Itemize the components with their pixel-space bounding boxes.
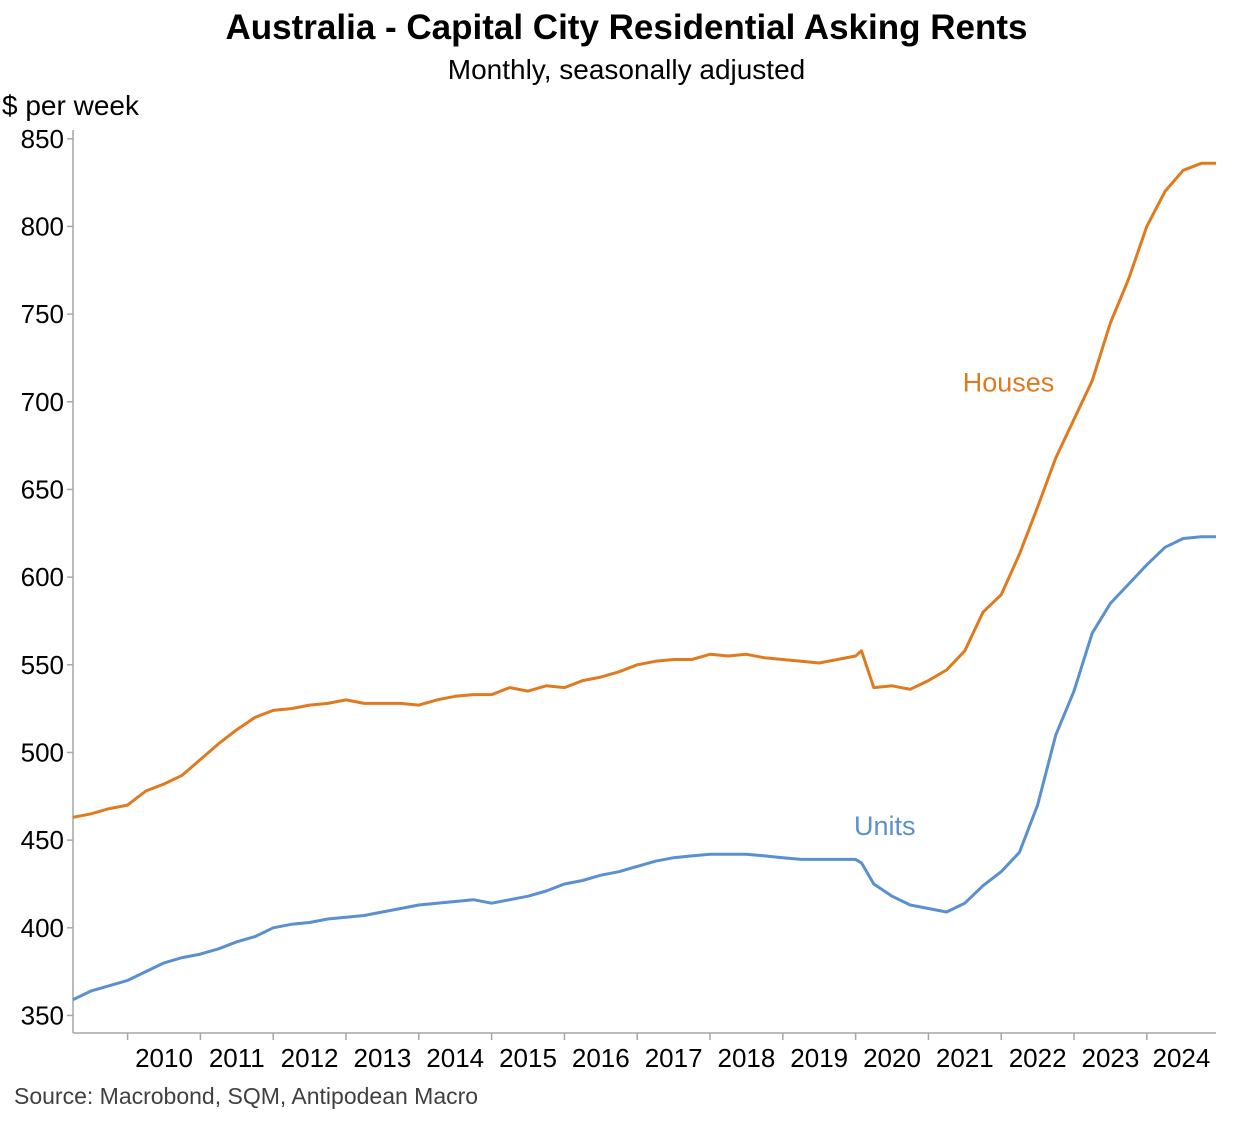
y-tick-label: 800 (21, 211, 64, 241)
y-tick-label: 400 (21, 913, 64, 943)
series-label-houses: Houses (963, 367, 1055, 397)
x-tick-label: 2018 (718, 1043, 776, 1073)
x-tick-label: 2013 (353, 1043, 411, 1073)
x-tick-label: 2015 (499, 1043, 557, 1073)
x-tick-label: 2014 (426, 1043, 484, 1073)
y-tick-label: 850 (21, 124, 64, 154)
x-tick-label: 2019 (790, 1043, 848, 1073)
series-lines (72, 161, 1216, 1002)
axes: 350 400 450 500 550 600 650 700 750 800 850 2010 201… (21, 124, 1216, 1073)
chart-title: Australia - Capital City Residential Ask… (225, 8, 1028, 47)
x-tick-label: 2017 (645, 1043, 703, 1073)
y-tick-label: 650 (21, 474, 64, 504)
y-tick-label: 500 (21, 737, 64, 767)
y-axis-label: $ per week (2, 90, 139, 121)
x-tick-label: 2023 (1082, 1043, 1140, 1073)
series-line-units (72, 535, 1216, 1002)
x-tick-label: 2012 (281, 1043, 339, 1073)
y-tick-label: 750 (21, 299, 64, 329)
y-tick-label: 700 (21, 387, 64, 417)
y-tick-label: 450 (21, 825, 64, 855)
x-tick-label: 2021 (936, 1043, 994, 1073)
y-tick-label: 350 (21, 1000, 64, 1030)
x-tick-label: 2010 (135, 1043, 193, 1073)
series-label-units: Units (854, 811, 916, 841)
y-tick-label: 600 (21, 562, 64, 592)
source-note: Source: Macrobond, SQM, Antipodean Macro (14, 1083, 479, 1109)
x-tick-label: 2020 (863, 1043, 921, 1073)
chart-subtitle: Monthly, seasonally adjusted (447, 54, 806, 85)
series-line-houses (72, 161, 1216, 819)
y-tick-label: 550 (21, 650, 64, 680)
x-tick-label: 2011 (209, 1043, 265, 1073)
series-labels: Houses Units (854, 367, 1054, 841)
x-tick-label: 2022 (1009, 1043, 1067, 1073)
x-tick-label: 2016 (572, 1043, 630, 1073)
x-tick-label: 2024 (1152, 1043, 1210, 1073)
